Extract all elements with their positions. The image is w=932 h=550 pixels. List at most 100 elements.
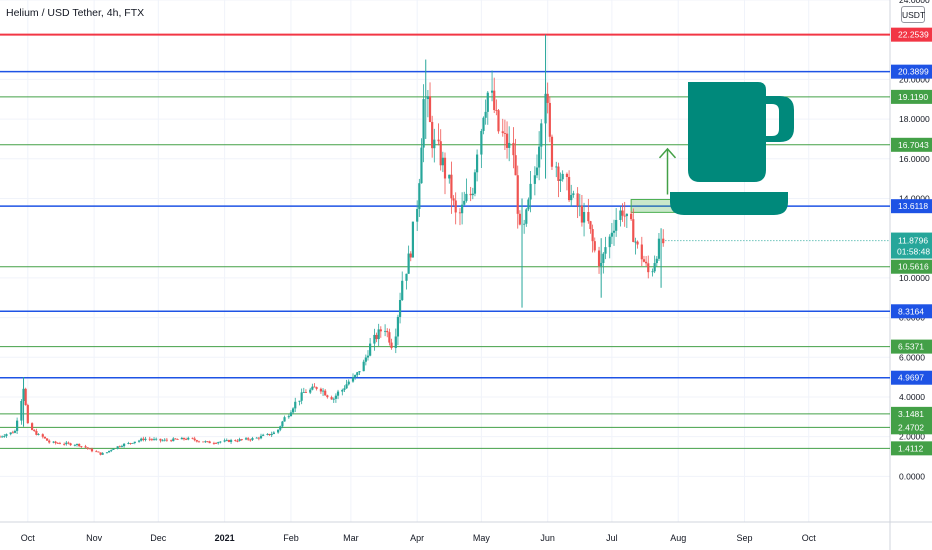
candle-body [345,384,348,389]
candle-body [86,447,89,449]
candle-body [277,429,280,433]
candle-body [441,157,444,166]
candle-body [289,412,293,417]
candles [0,34,665,456]
candle-body [144,438,147,440]
y-tick-label: 24.0000 [899,0,930,5]
candle-body [63,443,66,445]
candle-body [45,438,49,441]
candle-body [559,179,562,181]
candle-body [58,443,62,445]
countdown-label: 01:58:48 [897,247,930,257]
level-badge-label: 20.3899 [898,67,929,77]
candle-body [300,392,303,401]
candle-body [362,361,365,372]
candle-body [454,200,457,213]
candle-body [379,329,382,332]
x-tick-label: Dec [150,533,167,543]
level-badge-label: 10.5616 [898,262,929,272]
candle-body [407,253,410,274]
candle-body [369,343,372,356]
x-tick-label: Jul [606,533,618,543]
coffee-cup-icon [670,82,794,215]
candle-body [619,210,622,220]
candle-body [473,172,477,194]
candle-body [433,139,436,149]
candle-body [174,438,177,440]
candle-body [655,258,658,264]
candle-body [185,439,188,441]
candle-body [608,236,611,248]
candle-body [636,241,639,245]
candle-body [133,441,136,444]
candle-body [615,219,618,231]
candle-body [313,386,316,388]
candle-body [501,131,504,134]
candle-body [332,398,335,400]
cup-saucer [670,192,788,215]
candle-body [321,390,325,392]
candle-body [240,439,243,440]
candle-body [137,440,141,442]
candle-body [35,430,38,435]
candle-body [1,436,4,438]
candle-body [461,204,464,214]
candle-body [623,215,626,217]
candle-body [351,377,355,382]
candle-body [165,439,168,441]
candle-body [347,381,350,385]
candle-body [249,439,252,441]
candle-body [383,330,387,332]
candle-body [223,440,226,442]
candle-body [219,441,222,443]
candle-body [503,133,507,134]
candle-body [516,175,519,214]
candle-body [197,441,201,443]
candle-body [593,241,596,251]
candle-body [69,443,72,446]
candle-body [550,136,554,167]
candle-body [567,176,571,201]
level-badge [891,259,932,274]
candle-body [514,155,517,176]
last-price-label: 11.8796 [898,236,928,246]
candle-body [358,371,361,373]
candle-body [529,183,532,200]
chart-title: Helium / USD Tether, 4h, FTX [6,7,145,19]
candle-body [11,432,14,434]
candle-body [390,342,393,349]
candle-body [364,357,367,362]
candle-body [375,334,378,340]
candle-body [9,432,12,435]
candle-body [266,433,269,435]
candle-body [75,443,79,445]
candle-body [612,230,616,233]
candle-body [259,435,263,439]
candle-body [398,299,402,317]
candle-body [172,438,175,442]
candle-body [366,355,370,358]
level-badge [891,370,932,385]
candle-body [640,244,643,260]
candle-body [591,229,594,242]
candle-body [458,212,462,214]
candle-body [495,110,498,111]
candle-body [272,432,275,435]
currency-badge[interactable]: USDT [901,6,925,23]
candle-body [604,247,607,254]
candle-body [448,174,451,179]
level-badge-label: 22.2539 [898,30,929,40]
x-tick-label: Nov [86,533,103,543]
candle-body [388,332,391,343]
candle-body [187,437,190,440]
candle-body [80,446,83,447]
candle-body [394,336,397,349]
candle-body [244,438,248,440]
candle-body [206,441,209,443]
candle-body [208,441,211,444]
candle-body [602,253,605,263]
candle-body [578,205,581,207]
level-badge [891,27,932,42]
candle-body [54,441,57,443]
